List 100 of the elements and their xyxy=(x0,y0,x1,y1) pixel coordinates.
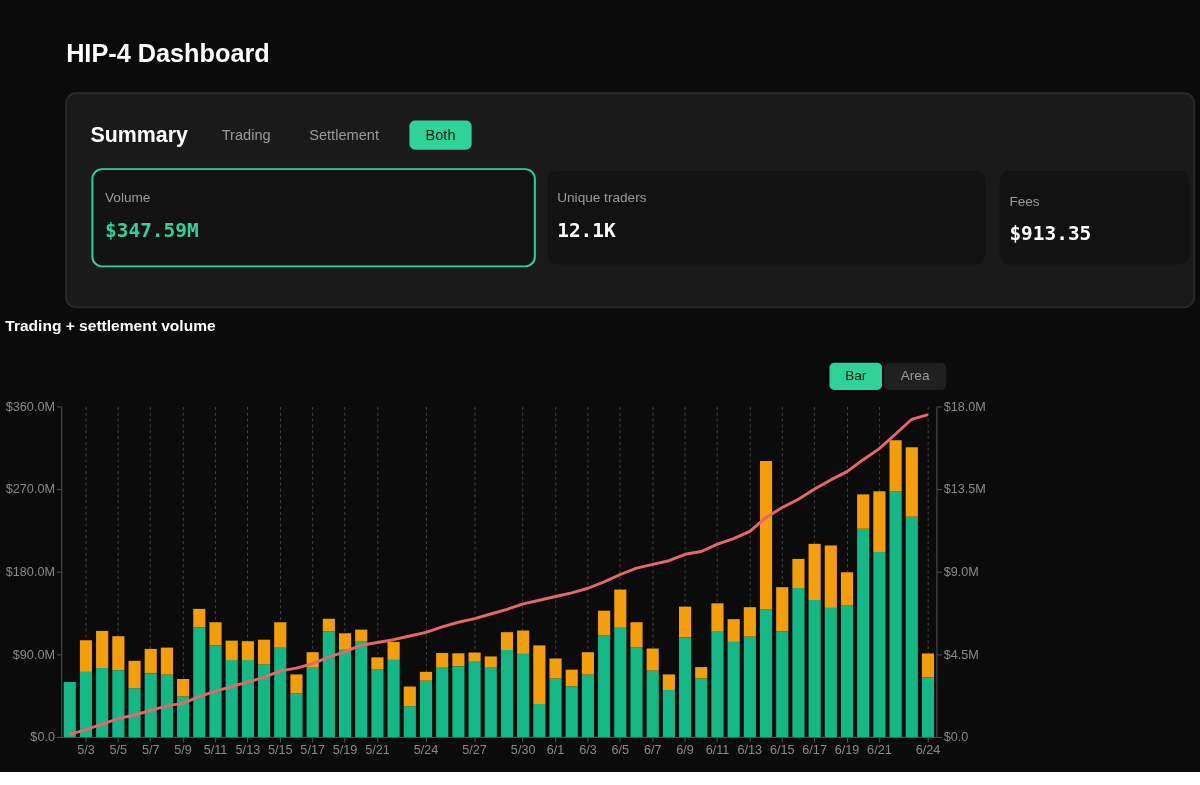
bar xyxy=(921,653,935,678)
bar xyxy=(177,679,190,697)
bar xyxy=(452,666,465,738)
bar xyxy=(759,609,773,738)
bar xyxy=(679,637,692,738)
x-tick-label: 5/15 xyxy=(267,743,293,758)
bar xyxy=(484,656,497,668)
text: Bar xyxy=(845,368,867,384)
bar xyxy=(258,664,271,738)
x-tick-label: 5/24 xyxy=(413,743,439,758)
bar xyxy=(355,640,368,738)
bar xyxy=(857,528,870,738)
y2-tick-label: $13.5M xyxy=(943,482,986,497)
bar xyxy=(468,661,481,738)
bar xyxy=(695,678,708,738)
text: Volume xyxy=(105,190,151,206)
x-tick-label: 6/5 xyxy=(611,743,630,758)
bar xyxy=(452,653,465,667)
x-tick-label: 6/17 xyxy=(802,743,827,758)
bar xyxy=(322,618,335,632)
bar xyxy=(387,659,400,738)
x-tick-label: 5/3 xyxy=(77,743,95,758)
bar xyxy=(662,674,675,691)
x-tick-label: 5/19 xyxy=(332,743,358,758)
x-tick-label: 5/13 xyxy=(235,743,261,758)
x-tick-label: 6/11 xyxy=(705,743,730,758)
x-tick-label: 6/15 xyxy=(769,743,795,758)
bar xyxy=(258,639,271,665)
x-tick-label: 6/1 xyxy=(546,743,565,758)
bar xyxy=(128,660,141,689)
text: 12.1K xyxy=(557,219,617,243)
bar xyxy=(338,649,352,738)
text: HIP-4 Dashboard xyxy=(66,39,270,68)
bar xyxy=(128,688,141,738)
bar xyxy=(419,671,433,681)
x-tick-label: 5/9 xyxy=(174,743,192,758)
bar xyxy=(840,572,854,605)
text: Settlement xyxy=(309,126,379,143)
bar xyxy=(403,686,416,707)
bar xyxy=(322,631,335,738)
bar xyxy=(873,491,886,553)
bar xyxy=(436,652,449,668)
bar xyxy=(905,516,918,738)
bar xyxy=(274,647,287,738)
bar xyxy=(857,494,870,529)
bar xyxy=(209,622,222,646)
bar xyxy=(662,690,675,738)
bar xyxy=(646,648,659,671)
y2-tick-label: $9.0M xyxy=(943,565,979,580)
bar xyxy=(824,545,837,608)
line-series xyxy=(68,413,930,736)
bar xyxy=(808,543,821,601)
bar xyxy=(711,631,724,738)
y2-tick-label: $0.0 xyxy=(943,730,969,745)
x-tick-label: 6/21 xyxy=(867,743,892,758)
bar xyxy=(889,491,902,738)
text: Area xyxy=(900,368,930,384)
bar xyxy=(338,633,352,650)
bar xyxy=(598,610,611,636)
bar xyxy=(614,627,627,738)
x-tick-label: 6/13 xyxy=(737,743,763,758)
bar xyxy=(646,670,659,738)
x-tick-label: 6/19 xyxy=(834,743,860,758)
bar xyxy=(96,630,109,668)
bar xyxy=(517,653,530,738)
bar xyxy=(824,607,837,738)
bar xyxy=(581,652,594,675)
bar xyxy=(484,667,497,738)
bar xyxy=(533,645,546,704)
bar xyxy=(79,640,93,672)
text: $913.35 xyxy=(1009,222,1092,246)
y-tick-label: $270.0M xyxy=(5,482,55,497)
bar xyxy=(63,681,76,738)
y-tick-label: $360.0M xyxy=(5,399,55,414)
x-tick-label: 6/7 xyxy=(643,743,662,758)
bar xyxy=(241,660,254,738)
x-tick-label: 5/21 xyxy=(365,743,390,758)
y2-tick-label: $18.0M xyxy=(943,399,986,414)
x-tick-label: 6/9 xyxy=(676,743,694,758)
text: Trading xyxy=(221,126,271,143)
text: $347.59M xyxy=(105,219,199,243)
bar xyxy=(419,680,433,738)
bar xyxy=(711,603,724,632)
x-tick-label: 5/5 xyxy=(109,743,128,758)
bar xyxy=(177,696,190,738)
bar xyxy=(792,558,805,589)
bar xyxy=(614,589,627,628)
bar xyxy=(727,619,740,642)
bar xyxy=(792,588,805,738)
x-tick-label: 5/7 xyxy=(141,743,160,758)
bar xyxy=(290,693,303,738)
bar xyxy=(873,552,886,738)
bar xyxy=(549,678,562,738)
bar xyxy=(193,608,206,628)
bar xyxy=(241,641,254,661)
bar xyxy=(533,703,546,738)
bar xyxy=(743,607,756,637)
bar xyxy=(565,669,578,687)
bar xyxy=(209,645,222,738)
bar xyxy=(371,657,384,670)
